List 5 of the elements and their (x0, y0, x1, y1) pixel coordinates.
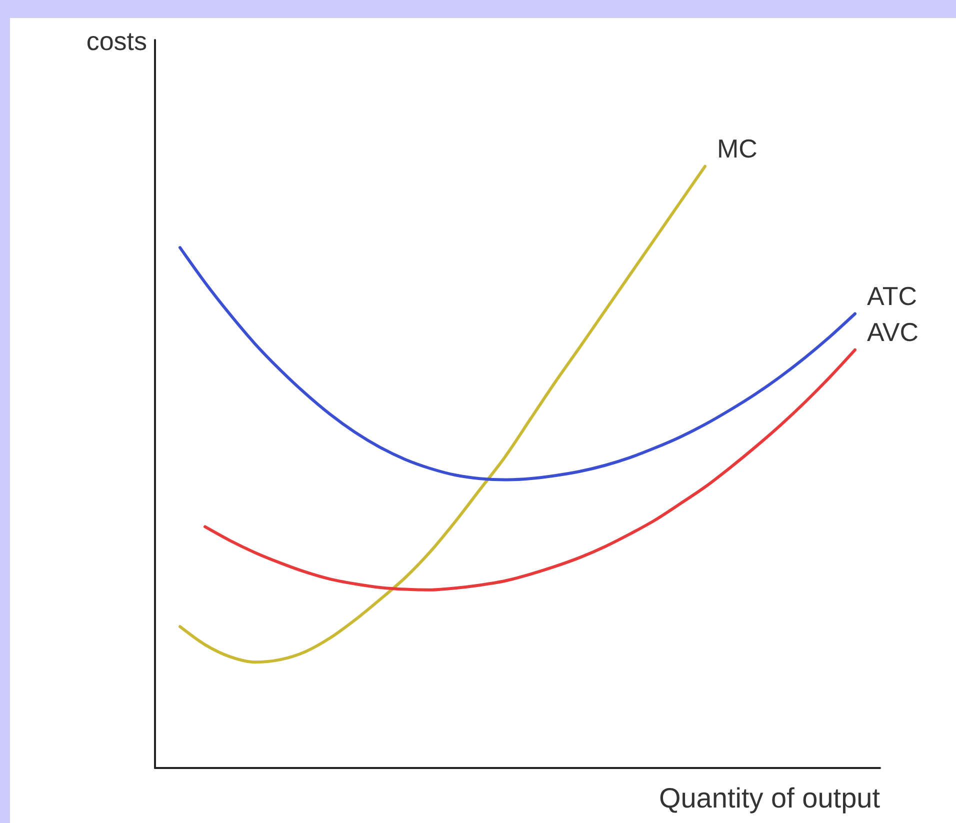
series-label: ATC (867, 280, 918, 311)
series-label: MC (717, 133, 758, 164)
y-axis-title: costs (86, 26, 147, 56)
x-axis-title: Quantity of output (658, 782, 880, 814)
series-label: AVC (867, 316, 919, 347)
